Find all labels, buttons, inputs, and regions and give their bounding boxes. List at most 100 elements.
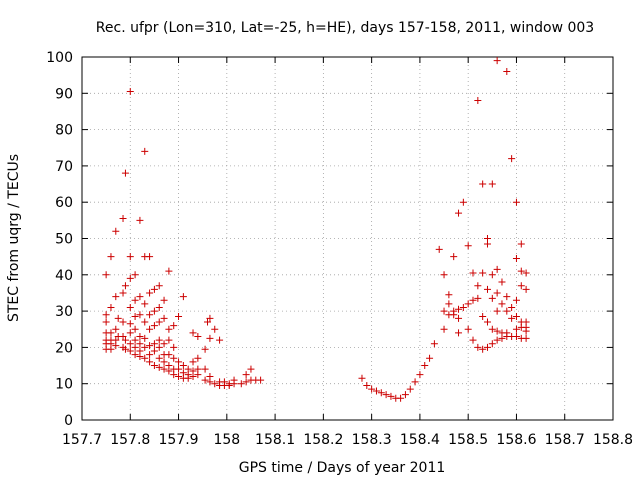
data-point — [155, 354, 163, 362]
data-point — [503, 307, 511, 315]
data-point — [155, 363, 163, 371]
data-point — [155, 318, 163, 326]
data-point — [488, 271, 496, 279]
data-point — [136, 340, 144, 348]
data-point — [455, 209, 463, 217]
data-point — [230, 380, 238, 388]
data-point — [204, 318, 212, 326]
data-point — [469, 296, 477, 304]
grid — [81, 56, 614, 421]
data-point — [121, 336, 129, 344]
data-point — [493, 327, 501, 335]
data-point — [206, 334, 214, 342]
data-point — [493, 57, 501, 65]
data-point — [512, 333, 520, 341]
data-point — [455, 314, 463, 322]
y-tick-label: 20 — [55, 340, 73, 356]
data-point — [102, 318, 110, 326]
data-point — [483, 285, 491, 293]
data-point — [445, 291, 453, 299]
data-point — [160, 365, 168, 373]
data-point — [440, 271, 448, 279]
x-tick-label: 158.7 — [545, 432, 585, 448]
data-point — [119, 289, 127, 297]
data-point — [363, 382, 371, 390]
data-point — [170, 371, 178, 379]
data-point — [411, 378, 419, 386]
data-point — [131, 271, 139, 279]
data-point — [131, 351, 139, 359]
data-point — [201, 345, 209, 353]
data-point — [512, 325, 520, 333]
data-point — [179, 293, 187, 301]
data-point — [474, 97, 482, 105]
data-point — [211, 325, 219, 333]
data-point — [136, 216, 144, 224]
data-point — [430, 340, 438, 348]
data-point — [522, 327, 530, 335]
data-point — [421, 362, 429, 370]
data-point — [112, 227, 120, 235]
data-point — [121, 282, 129, 290]
x-tick-label: 157.7 — [62, 432, 102, 448]
data-point — [522, 269, 530, 277]
data-point — [131, 343, 139, 351]
data-point — [194, 354, 202, 362]
y-tick-label: 10 — [55, 377, 73, 393]
data-point — [416, 371, 424, 379]
data-point — [146, 325, 154, 333]
data-point — [498, 300, 506, 308]
data-point — [146, 289, 154, 297]
x-tick-label: 158.1 — [255, 432, 295, 448]
data-point — [206, 314, 214, 322]
axis-ticks — [81, 56, 614, 421]
x-tick-label: 158.5 — [448, 432, 488, 448]
data-point — [522, 334, 530, 342]
data-point — [102, 271, 110, 279]
data-point — [517, 267, 525, 275]
x-tick-label: 158 — [213, 432, 240, 448]
data-point — [155, 343, 163, 351]
data-point — [114, 314, 122, 322]
data-point — [503, 293, 511, 301]
data-point — [141, 354, 149, 362]
data-point — [170, 343, 178, 351]
data-point — [126, 87, 134, 95]
data-point — [112, 342, 120, 350]
data-point — [498, 334, 506, 342]
data-point — [150, 285, 158, 293]
data-point — [179, 362, 187, 370]
data-point — [512, 254, 520, 262]
data-point — [165, 367, 173, 375]
data-point — [469, 269, 477, 277]
data-point — [493, 265, 501, 273]
data-point — [119, 318, 127, 326]
data-point — [126, 253, 134, 261]
data-point — [146, 342, 154, 350]
data-point — [165, 267, 173, 275]
data-point — [189, 329, 197, 337]
data-point — [464, 300, 472, 308]
data-point — [136, 293, 144, 301]
data-point — [372, 387, 380, 395]
y-axis-tick-labels: 0 10 20 30 40 50 60 70 80 90 100 — [46, 50, 73, 429]
data-point — [131, 336, 139, 344]
data-point — [194, 371, 202, 379]
data-point — [469, 336, 477, 344]
data-point — [146, 358, 154, 366]
data-point — [131, 325, 139, 333]
y-tick-label: 100 — [46, 50, 73, 66]
data-points — [102, 57, 530, 402]
data-point — [102, 311, 110, 319]
data-point — [155, 303, 163, 311]
x-tick-label: 158.6 — [496, 432, 536, 448]
data-point — [194, 333, 202, 341]
data-point — [201, 376, 209, 384]
data-point — [160, 314, 168, 322]
data-point — [119, 333, 127, 341]
data-point — [165, 351, 173, 359]
data-point — [121, 345, 129, 353]
data-point — [242, 371, 250, 379]
data-point — [512, 313, 520, 321]
